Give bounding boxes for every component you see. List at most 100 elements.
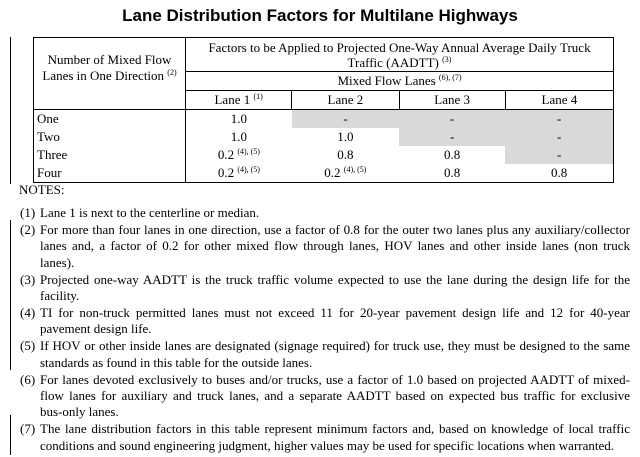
cell-value: -	[343, 111, 348, 126]
table-cell: 0.2 (4), (5)	[292, 164, 399, 183]
footnote-ref: (1)	[253, 92, 263, 101]
table-cell: 0.8	[399, 146, 505, 164]
note-text: Projected one-way AADTT is the truck tra…	[40, 272, 630, 305]
note-item: (7) The lane distribution factors in this…	[20, 421, 630, 454]
note-line: flow lanes for auxiliary and truck lanes…	[40, 387, 630, 403]
row-header: Number of Mixed Flow Lanes in One Direct…	[33, 37, 186, 110]
column-label: Lane 4	[541, 92, 578, 107]
table-cell: 1.0	[185, 109, 292, 128]
cell-value: -	[556, 147, 562, 162]
row-label: Three	[37, 147, 68, 162]
note-line: If HOV or other inside lanes are designa…	[40, 338, 630, 354]
table-cell: 0.8	[399, 164, 505, 183]
note-number: (6)	[20, 371, 36, 387]
cell-value: 1.0	[337, 129, 354, 144]
note-item: (5) If HOV or other inside lanes are desi…	[20, 338, 630, 371]
column-label: Lane 1	[214, 92, 251, 107]
column-header-lane-4: Lane 4	[504, 90, 614, 110]
table-cell: -	[505, 109, 614, 128]
note-number: (3)	[20, 271, 36, 287]
table-cell: -	[505, 128, 614, 146]
table-cell: 1.0	[185, 128, 292, 146]
footnote-ref: (3)	[442, 54, 452, 64]
note-item: (4) TI for non-truck permitted lanes must…	[20, 305, 630, 338]
note-line: For lanes devoted exclusively to buses a…	[40, 371, 630, 387]
cell-value: 0.2	[217, 147, 235, 162]
note-number: (5)	[20, 338, 36, 354]
note-text: For more than four lanes in one directio…	[40, 222, 630, 271]
cell-value: -	[556, 129, 562, 144]
note-number: (1)	[20, 205, 36, 220]
note-line: TI for non-truck permitted lanes must no…	[40, 304, 630, 320]
note-line: Lane 1 is next to the centerline or medi…	[40, 205, 260, 220]
column-header-lane-3: Lane 3	[398, 90, 506, 110]
cell-value: -	[449, 111, 455, 126]
cell-value: 0.8	[337, 147, 354, 162]
note-item: (3) Projected one-way AADTT is the truck …	[20, 272, 630, 305]
table-row: Three 0.2 (4), (5) 0.8 0.8 -	[34, 146, 614, 164]
table-cell: -	[399, 109, 506, 128]
table-row: Two 1.0 1.0 - -	[34, 128, 614, 146]
cell-value: 0.8	[443, 147, 461, 162]
note-line: lanes).	[40, 254, 75, 270]
table-cell: -	[505, 146, 614, 164]
column-header-lane-1: Lane 1 (1)	[185, 90, 292, 110]
note-line: standards as found in this table for the…	[40, 354, 313, 370]
table-cell: -	[399, 128, 506, 146]
table-row: Four 0.2 (4), (5) 0.2 (4), (5) 0.8 0.8	[34, 164, 614, 183]
sub-header: Mixed Flow Lanes (6), (7)	[185, 71, 614, 91]
note-number: (7)	[20, 421, 36, 437]
note-line: pavement design life.	[40, 321, 152, 337]
page-title: Lane Distribution Factors for Multilane …	[122, 6, 518, 25]
table-cell: 0.8	[505, 164, 613, 183]
cell-value: -	[556, 111, 562, 126]
note-line: The lane distribution factors in this ta…	[40, 421, 630, 437]
column-header-lane-2: Lane 2	[291, 90, 399, 110]
note-text: For lanes devoted exclusively to buses a…	[40, 372, 630, 421]
table-cell: 0.8	[292, 146, 399, 164]
cell-value: 1.0	[230, 129, 248, 144]
note-line: lanes and, a factor of 0.2 for other mix…	[40, 238, 630, 254]
change-bar	[10, 415, 11, 455]
note-line: facility.	[40, 288, 80, 304]
footnote-ref: (4), (5)	[237, 165, 260, 174]
table-cell: 0.2 (4), (5)	[185, 146, 292, 164]
change-bar	[10, 220, 11, 370]
note-item: (2) For more than four lanes in one direc…	[20, 222, 630, 271]
footnote-ref: (6), (7)	[438, 73, 462, 82]
lane-distribution-table: Number of Mixed Flow Lanes in One Direct…	[33, 37, 614, 183]
table-cell: 0.2 (4), (5)	[185, 164, 292, 183]
sub-header-text: Mixed Flow Lanes	[337, 73, 436, 88]
note-text: Lane 1 is next to the centerline or medi…	[40, 205, 630, 221]
note-text: If HOV or other inside lanes are designa…	[40, 338, 630, 371]
table-cell: 1.0	[292, 128, 399, 146]
table-cell: -	[291, 109, 399, 128]
note-line: conditions and sound engineering judgmen…	[40, 437, 615, 453]
table-row: One 1.0 - - -	[34, 109, 614, 128]
notes-list: (1) Lane 1 is next to the centerline or m…	[20, 205, 630, 455]
footnote-ref: (2)	[167, 68, 177, 77]
row-label: Two	[37, 129, 60, 144]
cell-value: -	[449, 129, 455, 144]
row-header-text: Number of Mixed Flow Lanes in One Direct…	[42, 52, 172, 83]
note-item: (6) For lanes devoted exclusively to buse…	[20, 372, 630, 421]
footnote-ref: (4), (5)	[237, 147, 260, 156]
row-label: One	[37, 111, 59, 126]
cell-value: 1.0	[230, 111, 248, 126]
cell-value: 0.2	[217, 165, 235, 180]
group-header-text: Factors to be Applied to Projected One-W…	[208, 39, 591, 70]
notes-heading: NOTES:	[19, 182, 65, 197]
note-line: For more than four lanes in one directio…	[40, 221, 630, 237]
column-label: Lane 3	[434, 92, 470, 107]
footnote-ref: (4), (5)	[343, 165, 367, 174]
cell-value: 0.8	[550, 165, 568, 180]
column-label: Lane 2	[327, 92, 364, 107]
cell-value: 0.2	[324, 165, 341, 180]
note-line: bus-only lanes.	[40, 404, 119, 420]
note-item: (1) Lane 1 is next to the centerline or m…	[20, 205, 630, 221]
row-label: Four	[37, 165, 62, 180]
note-text: The lane distribution factors in this ta…	[40, 421, 630, 454]
note-number: (2)	[20, 221, 36, 237]
note-line: Projected one-way AADTT is the truck tra…	[40, 271, 630, 287]
group-header: Factors to be Applied to Projected One-W…	[185, 37, 614, 72]
